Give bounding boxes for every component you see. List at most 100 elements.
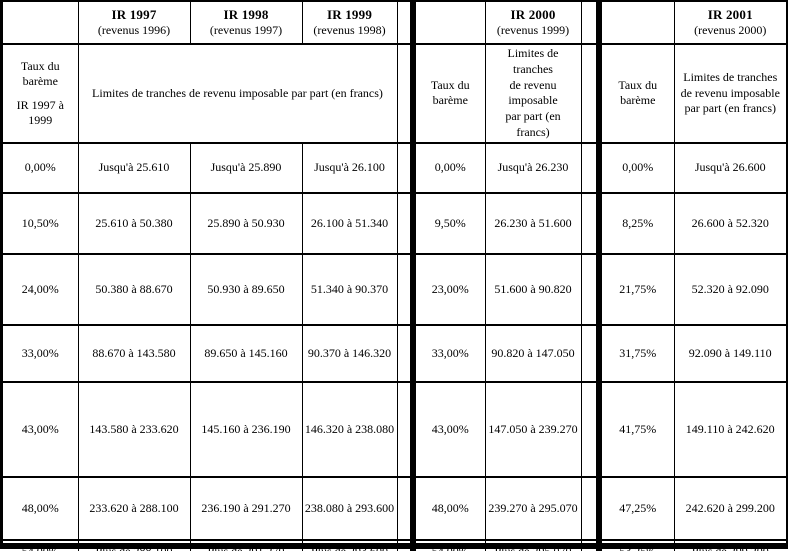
bracket-cell: 88.670 à 143.580	[77, 323, 191, 383]
ir2000-header-cell: IR 2000 (revenus 1999)	[484, 2, 582, 45]
rate-cell: 53,25%	[598, 538, 675, 551]
bracket-cell: Jusqu'à 25.890	[189, 141, 303, 194]
section-divider	[396, 380, 416, 478]
rate-cell: 31,75%	[598, 323, 675, 383]
rate-cell: 47,25%	[598, 475, 675, 541]
limits-line: Limites de tranches	[507, 46, 559, 76]
section-divider	[396, 475, 416, 541]
rate-cell: 33,00%	[3, 323, 79, 383]
limits-column-header-wide: Limites de tranches de revenu imposable …	[77, 43, 398, 144]
rate-cell: 48,00%	[3, 475, 79, 541]
bracket-cell: Plus de 293.600	[301, 538, 398, 551]
ir2001-header-cell: IR 2001 (revenus 2000)	[673, 2, 786, 45]
section-divider	[580, 141, 602, 194]
bracket-cell: 146.320 à 238.080	[301, 380, 398, 478]
year-header-row: IR 1997 (revenus 1996) IR 1998 (revenus …	[3, 2, 786, 45]
bracket-cell: 25.610 à 50.380	[77, 191, 191, 255]
bracket-cell: 26.230 à 51.600	[484, 191, 582, 255]
ir1998-title: IR 1998	[223, 7, 269, 22]
ir1998-header-cell: IR 1998 (revenus 1997)	[189, 2, 303, 45]
limits-column-header-2000: Limites de tranches de revenu imposable …	[484, 43, 582, 144]
section-divider	[396, 538, 416, 551]
section-divider	[580, 323, 602, 383]
section-divider	[580, 475, 602, 541]
section-divider	[580, 380, 602, 478]
bracket-cell: Jusqu'à 26.230	[484, 141, 582, 194]
section-divider	[580, 43, 602, 144]
ir1997-title: IR 1997	[111, 7, 157, 22]
section-divider	[396, 252, 416, 326]
blank-cell	[598, 2, 675, 45]
bracket-row: 24,00% 50.380 à 88.670 50.930 à 89.650 5…	[3, 252, 786, 326]
bracket-cell: 145.160 à 236.190	[189, 380, 303, 478]
rate-cell: 0,00%	[598, 141, 675, 194]
rate-cell: 54,00%	[412, 538, 486, 551]
bracket-row: 43,00% 143.580 à 233.620 145.160 à 236.1…	[3, 380, 786, 478]
bracket-cell: 51.340 à 90.370	[301, 252, 398, 326]
bracket-cell: 89.650 à 145.160	[189, 323, 303, 383]
bracket-cell: Plus de 291.270	[189, 538, 303, 551]
bracket-cell: Plus de 288.100	[77, 538, 191, 551]
bracket-row: 48,00% 233.620 à 288.100 236.190 à 291.2…	[3, 475, 786, 541]
section-divider	[396, 323, 416, 383]
bracket-cell: 25.890 à 50.930	[189, 191, 303, 255]
bracket-cell: 242.620 à 299.200	[673, 475, 786, 541]
limits-line: de revenu imposable	[508, 77, 558, 108]
ir1999-title: IR 1999	[326, 7, 373, 22]
bracket-cell: 239.270 à 295.070	[484, 475, 582, 541]
bracket-cell: Jusqu'à 26.600	[673, 141, 786, 194]
section-divider	[396, 191, 416, 255]
rate-cell: 0,00%	[412, 141, 486, 194]
section-divider	[580, 2, 602, 45]
rate-cell: 21,75%	[598, 252, 675, 326]
rate-cell: 23,00%	[412, 252, 486, 326]
ir1997-subtitle: (revenus 1996)	[97, 23, 171, 37]
section-divider	[396, 141, 416, 194]
bracket-cell: 90.820 à 147.050	[484, 323, 582, 383]
bracket-cell: 92.090 à 149.110	[673, 323, 786, 383]
limits-line: par part (en francs)	[684, 101, 777, 116]
bracket-cell: 52.320 à 92.090	[673, 252, 786, 326]
rate-cell: 54,00%	[3, 538, 79, 551]
section-divider	[580, 538, 602, 551]
bracket-cell: Plus de 299.200	[673, 538, 786, 551]
bracket-cell: 50.380 à 88.670	[77, 252, 191, 326]
rate-cell: 41,75%	[598, 380, 675, 478]
rate-column-header-1997-1999: Taux du barème IR 1997 à 1999	[3, 43, 79, 144]
rate-cell: 48,00%	[412, 475, 486, 541]
section-divider	[580, 191, 602, 255]
rate-cell: 10,50%	[3, 191, 79, 255]
blank-cell	[412, 2, 486, 45]
ir2001-title: IR 2001	[707, 7, 753, 22]
ir1999-subtitle: (revenus 1998)	[313, 23, 386, 37]
limits-line: de revenu imposable	[680, 85, 780, 100]
rate-cell: 0,00%	[3, 141, 79, 194]
bracket-cell: 26.600 à 52.320	[673, 191, 786, 255]
bracket-cell: 236.190 à 291.270	[189, 475, 303, 541]
bracket-row: 10,50% 25.610 à 50.380 25.890 à 50.930 2…	[3, 191, 786, 255]
limits-line: Limites de tranches	[683, 69, 778, 84]
bracket-cell: 90.370 à 146.320	[301, 323, 398, 383]
bracket-cell: 147.050 à 239.270	[484, 380, 582, 478]
limits-line: par part (en francs)	[505, 109, 561, 140]
ir2000-title: IR 2000	[510, 7, 556, 22]
income-tax-brackets-table: IR 1997 (revenus 1996) IR 1998 (revenus …	[3, 2, 786, 551]
bracket-row: 54,00% Plus de 288.100 Plus de 291.270 P…	[3, 538, 786, 551]
bracket-cell: 149.110 à 242.620	[673, 380, 786, 478]
rate-column-header-2000: Taux du barème	[412, 43, 486, 144]
ir2000-subtitle: (revenus 1999)	[496, 23, 570, 37]
ir2001-subtitle: (revenus 2000)	[694, 23, 767, 37]
bracket-cell: 238.080 à 293.600	[301, 475, 398, 541]
bracket-cell: 233.620 à 288.100	[77, 475, 191, 541]
section-divider	[580, 252, 602, 326]
rate-cell: 9,50%	[412, 191, 486, 255]
rate-cell: 8,25%	[598, 191, 675, 255]
bracket-cell: Plus de 295.070	[484, 538, 582, 551]
rate-column-header-2001: Taux du barème	[598, 43, 675, 144]
bracket-cell: 51.600 à 90.820	[484, 252, 582, 326]
bracket-cell: 26.100 à 51.340	[301, 191, 398, 255]
ir1998-subtitle: (revenus 1997)	[209, 23, 283, 37]
rate-cell: 43,00%	[3, 380, 79, 478]
rate-header-line1: Taux du barème	[20, 58, 60, 88]
